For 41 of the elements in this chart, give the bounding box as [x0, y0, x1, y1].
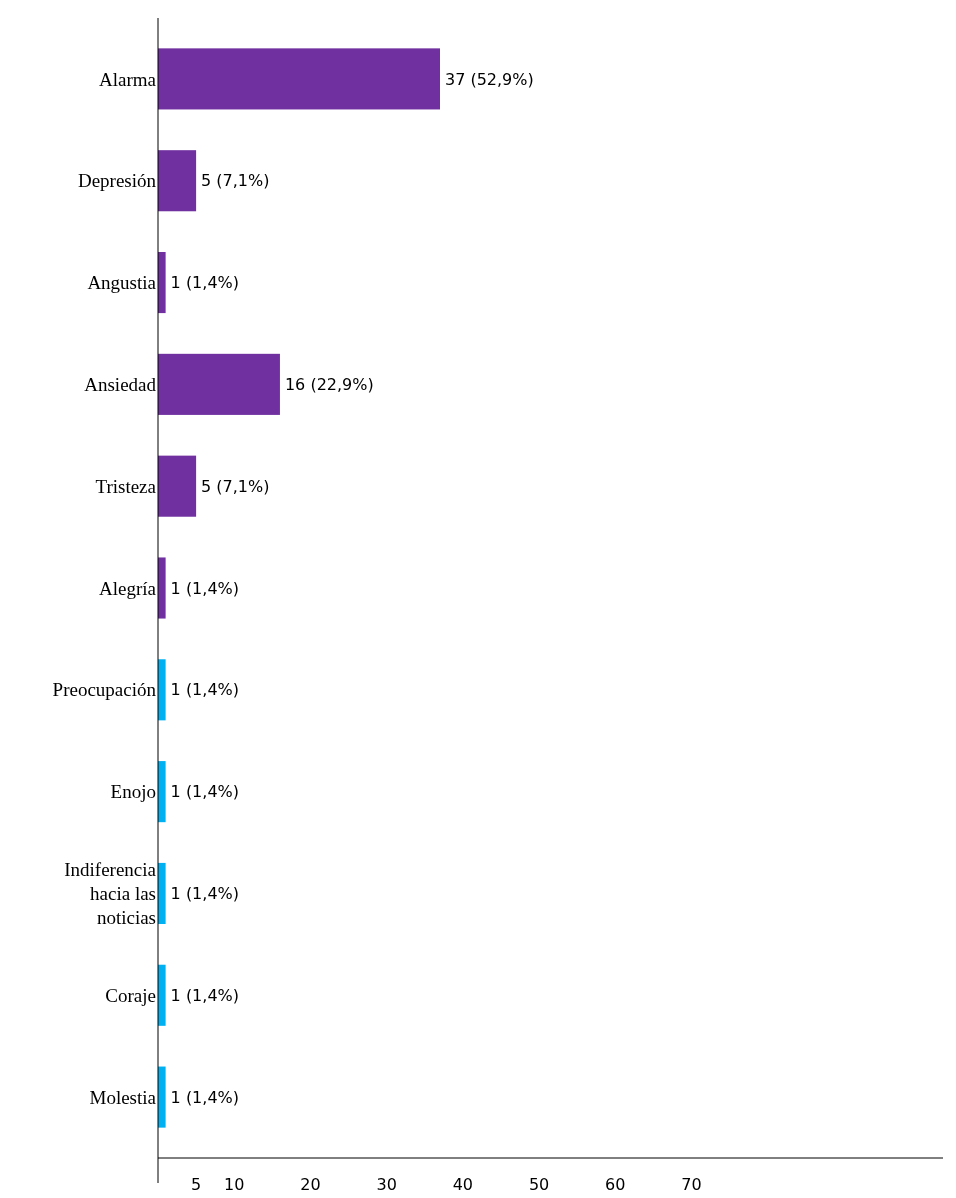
- bar: [158, 455, 197, 517]
- bar: [158, 557, 166, 619]
- bar: [158, 48, 440, 110]
- data-label: 1 (1,4%): [170, 578, 240, 598]
- bar: [158, 1066, 166, 1128]
- bar: [158, 964, 166, 1026]
- data-label: 37 (52,9%): [444, 69, 534, 89]
- y-tick-label: Indiferencia hacia las noticias: [64, 859, 157, 928]
- data-label: 16 (22,9%): [284, 374, 374, 394]
- y-tick-label: Depresión: [77, 170, 157, 192]
- y-tick-label: Ansiedad: [84, 374, 157, 396]
- data-label: 1 (1,4%): [170, 782, 240, 802]
- x-tick-label: 20: [300, 1175, 321, 1194]
- bar: [158, 252, 166, 314]
- data-label: 1 (1,4%): [170, 273, 240, 293]
- bar: [158, 353, 280, 415]
- bar: [158, 659, 166, 721]
- y-tick-label: Enojo: [110, 781, 156, 803]
- x-tick-label: 50: [528, 1175, 550, 1194]
- y-tick-label: Tristeza: [95, 475, 157, 497]
- x-tick-label: 5: [191, 1175, 202, 1194]
- data-label: 1 (1,4%): [170, 1087, 240, 1107]
- y-tick-label: Preocupación: [52, 679, 157, 701]
- bar: [158, 862, 166, 924]
- y-tick-label: Coraje: [105, 984, 156, 1006]
- bar: [158, 761, 166, 823]
- data-label: 1 (1,4%): [170, 884, 240, 904]
- data-label: 1 (1,4%): [170, 985, 240, 1005]
- x-tick-label: 10: [224, 1175, 245, 1194]
- data-label: 1 (1,4%): [170, 680, 240, 700]
- x-tick-label: 60: [605, 1175, 626, 1194]
- data-label: 5 (7,1%): [201, 476, 270, 496]
- data-label: 5 (7,1%): [201, 171, 270, 191]
- x-tick-label: 30: [376, 1175, 397, 1194]
- bar: [158, 150, 197, 212]
- y-tick-label: Molestia: [89, 1086, 157, 1108]
- y-tick-label: Alegría: [99, 577, 157, 599]
- x-tick-label: 40: [452, 1175, 474, 1194]
- x-tick-label: 70: [681, 1175, 702, 1194]
- y-tick-label: Alarma: [99, 68, 157, 90]
- y-tick-label: Angustia: [87, 272, 157, 294]
